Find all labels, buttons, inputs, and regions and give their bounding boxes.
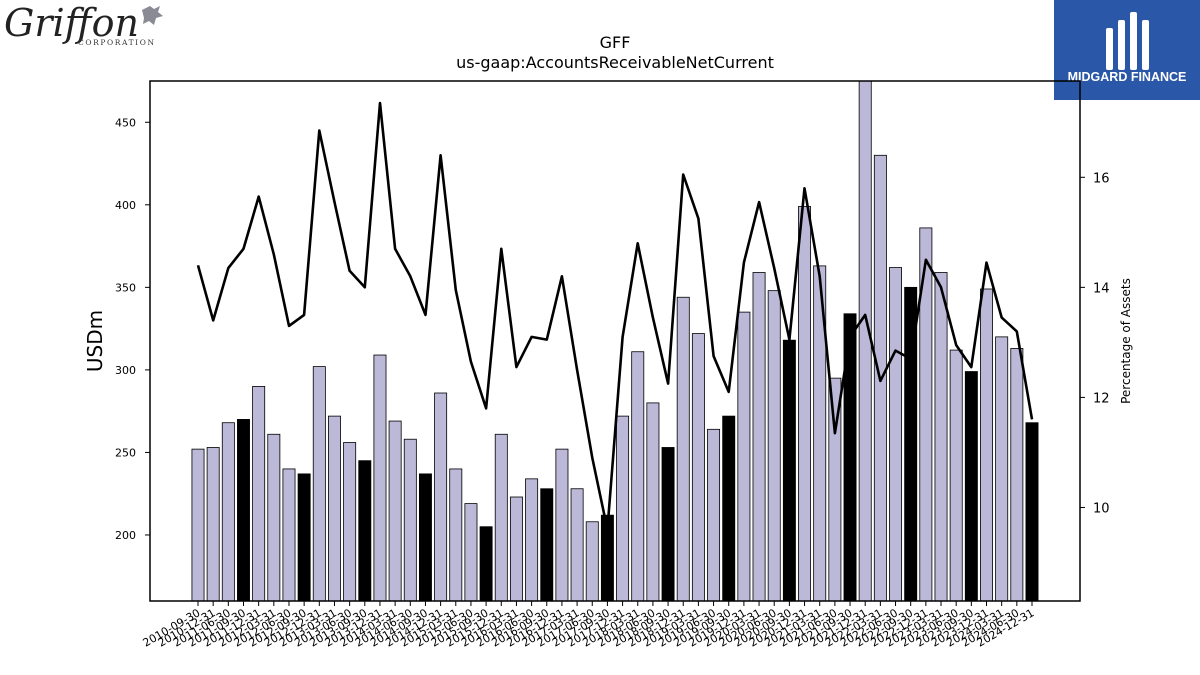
bar-2020-09-30 (782, 339, 796, 601)
bar-2013-06-30 (343, 442, 357, 601)
y2-tick-label: 16 (1093, 171, 1110, 186)
bar-2012-03-31 (267, 433, 281, 601)
bar-2014-09-30 (418, 473, 432, 601)
bar-2012-06-30 (282, 468, 296, 601)
bar-2017-03-31 (570, 488, 584, 601)
bar-2015-03-31 (449, 468, 463, 601)
y-tick-label: 400 (115, 199, 136, 212)
bar-2015-06-30 (464, 503, 478, 601)
y-tick-label: 450 (115, 116, 136, 129)
bar-2011-09-30 (237, 419, 250, 601)
chart-subtitle: us-gaap:AccountsReceivableNetCurrent (456, 53, 774, 72)
bar-2018-03-31 (631, 351, 645, 601)
bar-2018-12-31 (676, 296, 690, 601)
bar-2022-12-31 (919, 227, 933, 601)
bar-2018-09-30 (661, 447, 675, 601)
bar-2019-09-30 (722, 415, 736, 601)
plot-frame (149, 80, 1081, 602)
bar-2023-12-31 (980, 288, 993, 601)
bar-2013-12-31 (373, 354, 387, 601)
bar-2024-03-31 (995, 336, 1009, 601)
bar-2024-06-30 (1010, 348, 1024, 601)
bar-2013-09-30 (358, 460, 372, 601)
y-tick-label: 250 (115, 446, 136, 459)
bar-2014-06-30 (403, 438, 417, 601)
bars-group (191, 81, 1039, 601)
bar-2021-06-30 (828, 377, 842, 601)
bar-2024-12-31 (1025, 422, 1039, 601)
percentage-line (196, 101, 1034, 531)
bar-2014-03-31 (388, 420, 402, 601)
bar-2016-09-30 (540, 488, 554, 601)
y-tick-label: 350 (115, 281, 136, 294)
midgard-finance-logo: MIDGARD FINANCE (1054, 0, 1200, 100)
griffin-icon (142, 6, 163, 25)
bar-2014-12-31 (434, 392, 448, 601)
bar-2013-03-31 (328, 415, 341, 601)
bar-2016-06-30 (525, 478, 539, 601)
bar-2017-06-30 (585, 521, 599, 601)
bar-2021-09-30 (843, 313, 857, 601)
bar-2011-12-31 (252, 385, 266, 601)
bar-2019-12-31 (737, 311, 751, 601)
bar-2023-09-30 (964, 371, 978, 601)
y-axis-right: 10 12 14 16 (1080, 171, 1110, 516)
y2-tick-label: 14 (1093, 281, 1110, 296)
bar-2023-06-30 (949, 349, 963, 601)
griffon-logo-wordmark: Griffon (4, 1, 139, 45)
y2-tick-label: 10 (1093, 501, 1110, 516)
midgard-logo-text: MIDGARD FINANCE (1068, 70, 1187, 84)
line-group (196, 101, 1034, 531)
bar-2010-12-31 (206, 447, 220, 601)
bar-2018-06-30 (646, 402, 660, 601)
chart-title: GFF (599, 33, 631, 52)
bar-2020-12-31 (798, 206, 812, 601)
bar-2023-03-31 (934, 272, 948, 601)
x-axis: 2010-09-302010-12-312011-06-302011-09-30… (141, 601, 1037, 650)
bar-2015-09-30 (479, 526, 493, 601)
y-axis-label: USDm (83, 310, 107, 372)
griffon-logo-subtext: CORPORATION (78, 38, 156, 47)
midgard-mark-icon (1106, 12, 1149, 70)
bar-2019-03-31 (691, 333, 705, 601)
bar-2010-09-30 (191, 448, 205, 601)
bar-2022-09-30 (904, 286, 918, 601)
bar-2015-12-31 (494, 433, 508, 601)
bar-2020-06-30 (767, 290, 781, 601)
bar-2019-06-30 (707, 428, 721, 601)
bar-2012-09-30 (297, 473, 311, 601)
bar-2011-06-30 (221, 422, 235, 601)
griffon-logo: Griffon CORPORATION (0, 0, 175, 52)
bar-2012-12-31 (312, 366, 326, 601)
y2-tick-label: 12 (1093, 391, 1110, 406)
y-tick-label: 300 (115, 364, 136, 377)
bar-2017-12-31 (616, 415, 630, 601)
bar-2021-03-31 (813, 265, 827, 601)
y-axis-left: 200 250 300 350 400 450 (115, 116, 150, 542)
bar-2016-03-31 (509, 496, 523, 601)
bar-2020-03-31 (752, 272, 766, 601)
bar-2016-12-31 (555, 448, 569, 601)
bar-2022-06-30 (889, 267, 902, 601)
y2-axis-label: Percentage of Assets (1119, 278, 1133, 404)
y-tick-label: 200 (115, 529, 136, 542)
